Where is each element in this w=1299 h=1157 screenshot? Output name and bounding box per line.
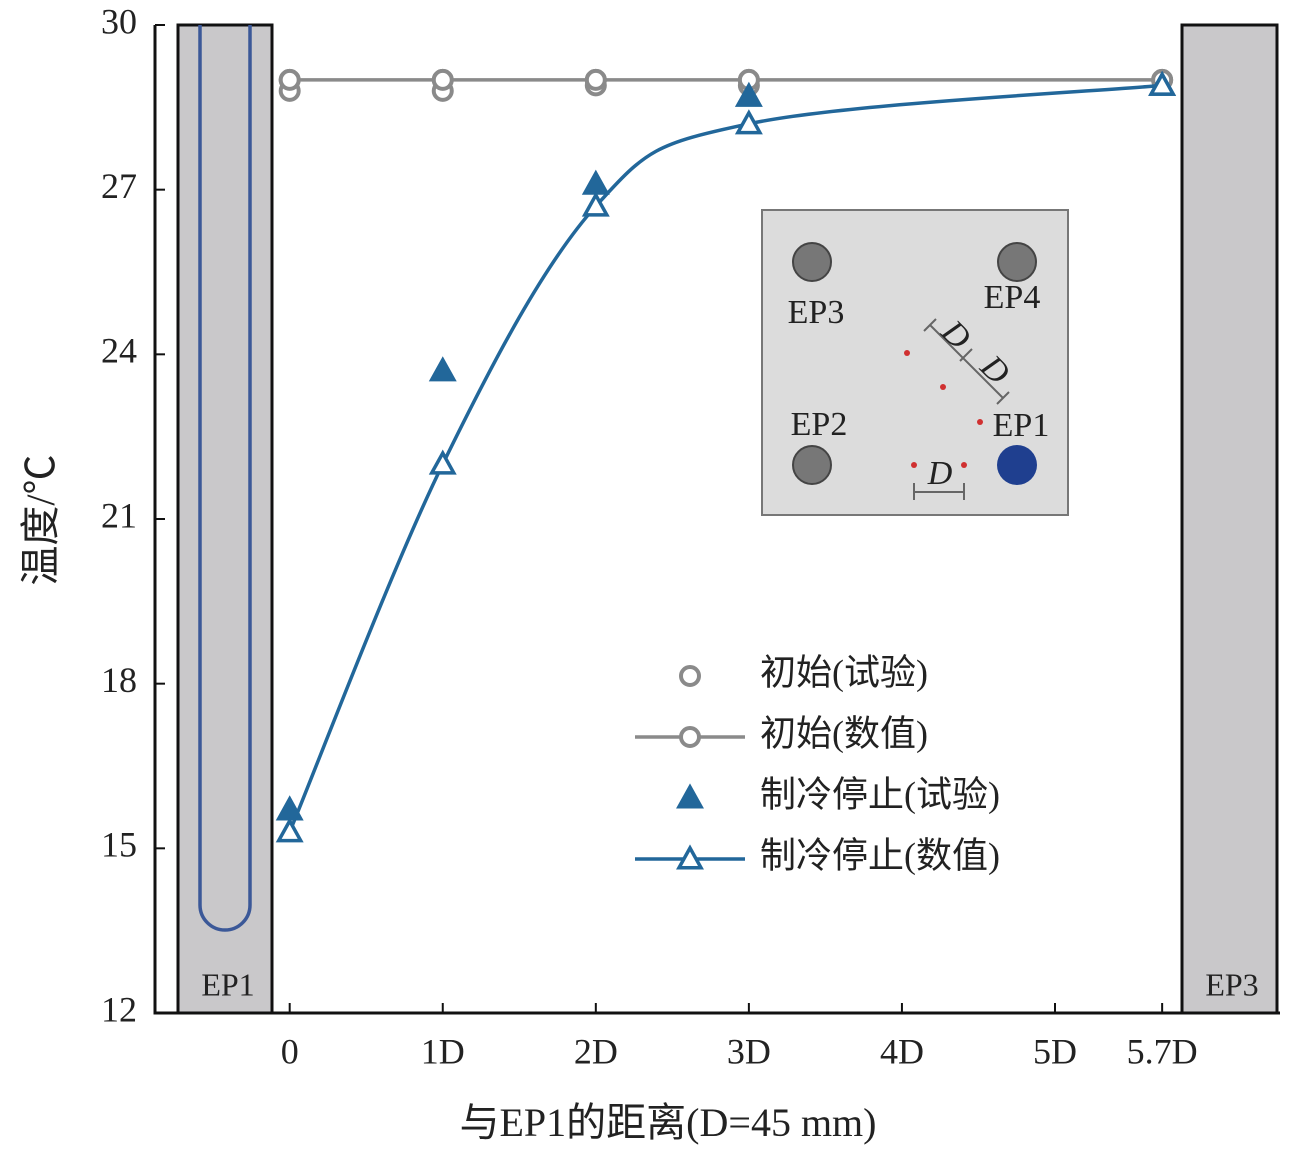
well [997,242,1037,282]
y-tick-label: 27 [101,166,137,206]
marker [581,169,610,195]
x-tick-label: 5D [1033,1031,1077,1071]
marker [1148,70,1177,96]
sensor [904,350,910,356]
marker [734,81,763,107]
inset-label: EP4 [984,279,1041,316]
sensor [940,384,946,390]
legend-label: 制冷停止(试验) [760,774,1000,814]
dimension-label: D [927,455,953,492]
ep1-band [176,23,274,1015]
marker [734,109,763,135]
marker [679,726,701,748]
legend-label: 初始(试验) [760,652,928,692]
y-tick-label: 12 [101,989,137,1029]
inset-label: EP2 [791,406,848,443]
legend-label: 初始(数值) [760,713,928,753]
bands: EP1 EP3 [176,23,1279,1015]
marker [431,68,454,91]
x-axis-label: 与EP1的距离(D=45 mm) [460,1100,877,1145]
marker [676,844,704,870]
x-tick-label: 0 [281,1031,299,1071]
x-tick-label: 2D [574,1031,618,1071]
ep3-band [1180,23,1279,1015]
marker [679,665,701,687]
inset-label: EP1 [993,407,1050,444]
marker [581,191,610,217]
sensor [961,462,967,468]
y-tick-label: 21 [101,495,137,535]
dimension-line [913,318,1010,500]
marker [428,356,457,382]
u-tube [198,25,252,932]
marker [676,783,704,809]
marker [428,449,457,475]
marker [275,817,304,843]
well [792,445,832,485]
sensor [977,419,983,425]
legend-label: 制冷停止(数值) [760,835,1000,875]
well [792,242,832,282]
x-tick-label: 1D [421,1031,465,1071]
x-tick-label: 4D [880,1031,924,1071]
x-tick-label: 5.7D [1127,1031,1198,1071]
y-tick-label: 15 [101,825,137,865]
marker [584,68,607,91]
band-label: EP3 [1205,966,1258,1002]
sensor [911,462,917,468]
inset-label: EP3 [788,294,845,331]
band-label: EP1 [201,966,254,1002]
y-axis-label: 温度/℃ [18,454,63,585]
x-tick-label: 3D [727,1031,771,1071]
y-tick-label: 18 [101,660,137,700]
marker [278,68,301,91]
y-tick-label: 24 [101,331,137,371]
legend: 初始(试验) 初始(数值) 制冷停止(试验) 制冷停止(数值) [635,652,1000,875]
y-tick-label: 30 [101,1,137,41]
inset: EP3 EP4 EP2 EP1 D D D [761,209,1069,516]
well [997,445,1037,485]
